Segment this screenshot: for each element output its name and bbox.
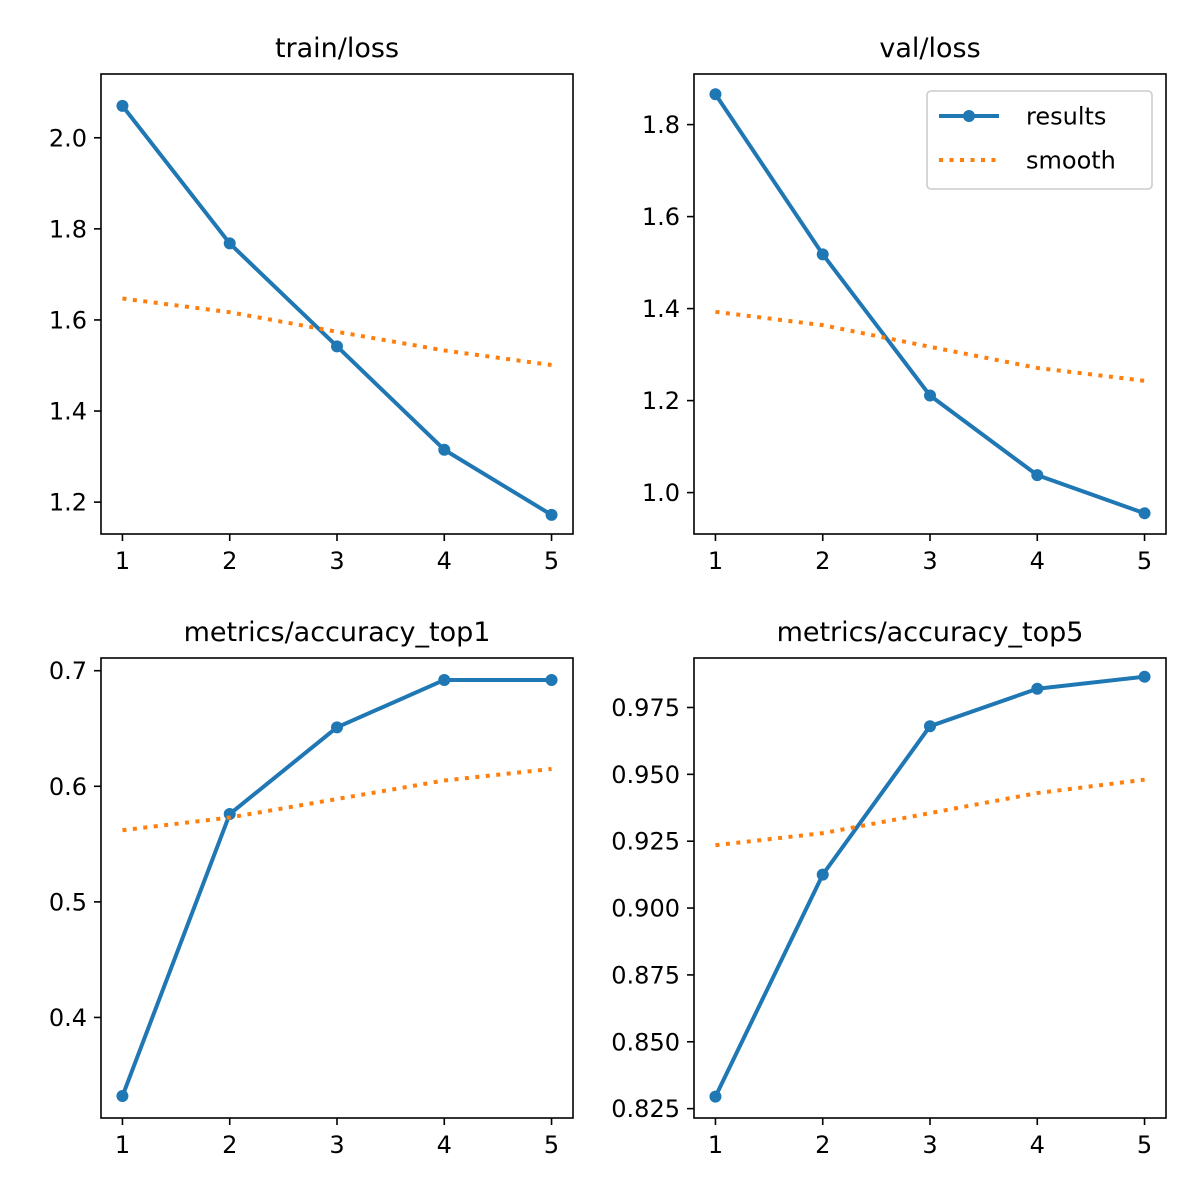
y-tick-label: 1.2 [49,489,87,517]
data-point [224,237,236,249]
panel-title: train/loss [275,33,399,64]
series-line-smooth [715,780,1144,846]
panel-1: train/loss 1 2 3 4 5 1.2 1.4 1.6 1.8 2.0 [49,33,573,575]
data-point [709,1091,721,1103]
y-tick-label: 0.900 [611,895,680,923]
data-point [331,340,343,352]
axes-frame [101,74,573,534]
data-point [116,100,128,112]
x-tick-label: 3 [922,1131,937,1159]
legend-label-smooth: smooth [1026,147,1116,175]
x-tick-label: 2 [222,547,237,575]
x-tick-label: 2 [815,1131,830,1159]
data-point [924,720,936,732]
x-tick-label: 5 [1137,1131,1152,1159]
data-point [546,674,558,686]
data-point [1139,507,1151,519]
series-line-smooth [122,299,551,366]
y-tick-label: 0.4 [49,1004,87,1032]
y-tick-label: 0.950 [611,761,680,789]
series-line-results [122,106,551,515]
x-tick-label: 2 [815,547,830,575]
x-tick-label: 1 [115,1131,130,1159]
data-point [116,1090,128,1102]
y-tick-label: 0.850 [611,1028,680,1056]
x-tick-label: 4 [437,1131,452,1159]
data-point [1139,671,1151,683]
panel-title: val/loss [879,33,980,64]
x-tick-label: 5 [1137,547,1152,575]
panel-4: metrics/accuracy_top5 1 2 3 4 5 0.825 0.850 0.87… [611,617,1166,1159]
y-tick-label: 2.0 [49,124,87,152]
data-point [331,721,343,733]
y-tick-label: 1.6 [642,203,680,231]
y-tick-label: 0.875 [611,961,680,989]
y-tick-label: 1.2 [642,387,680,415]
y-tick-label: 0.7 [49,657,87,685]
data-point [1031,683,1043,695]
panel-title: metrics/accuracy_top1 [184,617,491,648]
data-point [438,674,450,686]
y-tick-label: 0.825 [611,1095,680,1123]
x-tick-label: 5 [544,1131,559,1159]
y-tick-label: 1.6 [49,306,87,334]
x-tick-label: 4 [1030,1131,1045,1159]
y-tick-label: 1.0 [642,479,680,507]
y-tick-label: 0.925 [611,828,680,856]
series-line-results [715,677,1144,1097]
data-point [546,509,558,521]
x-tick-label: 3 [329,1131,344,1159]
data-point [1031,469,1043,481]
data-point [817,248,829,260]
panel-3: metrics/accuracy_top1 1 2 3 4 5 0.4 0.5 0.6 0.7 [49,617,573,1159]
x-tick-label: 4 [437,547,452,575]
x-tick-label: 1 [115,547,130,575]
series-line-smooth [715,312,1144,381]
x-tick-label: 3 [922,547,937,575]
data-point [438,444,450,456]
y-tick-label: 0.6 [49,773,87,801]
panel-title: metrics/accuracy_top5 [777,617,1084,648]
legend-marker [963,110,975,122]
y-tick-label: 0.975 [611,694,680,722]
y-tick-label: 1.8 [642,111,680,139]
x-tick-label: 5 [544,547,559,575]
x-tick-label: 4 [1030,547,1045,575]
legend: results smooth [927,91,1152,189]
x-tick-label: 1 [708,547,723,575]
series-line-results [122,680,551,1096]
legend-label-results: results [1026,103,1106,131]
series-line-smooth [122,769,551,830]
x-tick-label: 1 [708,1131,723,1159]
y-tick-label: 1.4 [642,295,680,323]
x-tick-label: 3 [329,547,344,575]
y-tick-label: 1.4 [49,398,87,426]
panel-2: val/loss 1 2 3 4 5 1.0 1.2 1.4 1.6 1.8 results smoot… [642,33,1166,575]
data-point [709,88,721,100]
y-tick-label: 1.8 [49,215,87,243]
data-point [817,869,829,881]
x-tick-label: 2 [222,1131,237,1159]
data-point [924,390,936,402]
y-tick-label: 0.5 [49,888,87,916]
